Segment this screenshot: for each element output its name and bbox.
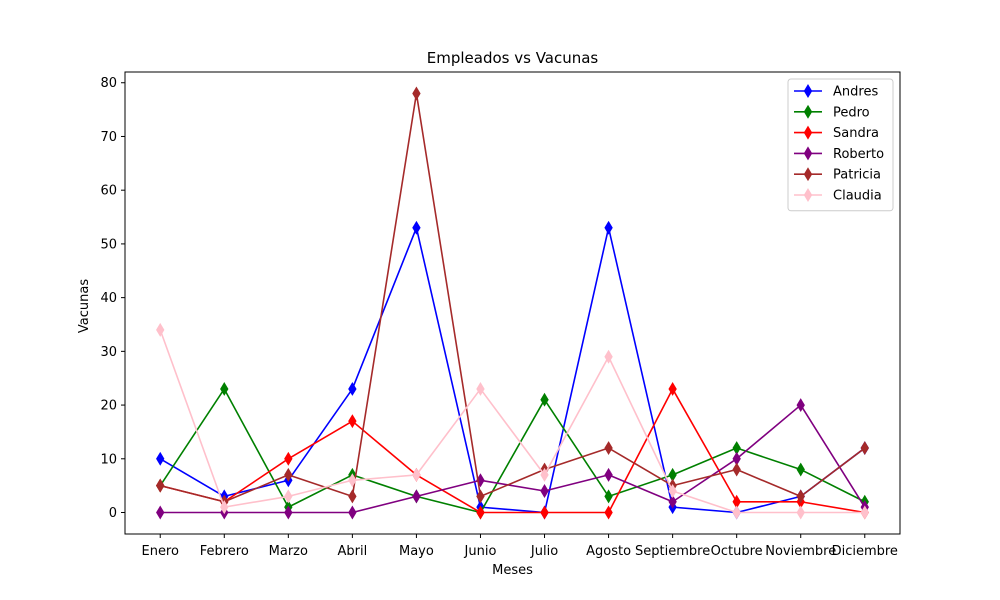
data-point <box>220 381 229 396</box>
data-point <box>732 505 741 520</box>
x-tick-label: Enero <box>141 544 179 559</box>
y-tick-label: 60 <box>100 184 117 199</box>
series-layer <box>156 86 869 520</box>
axes-layer: 0 10 20 30 40 50 60 70 80 Enero Febrero Marzo Abril M… <box>100 71 901 559</box>
x-tick-label: Noviembre <box>765 544 836 559</box>
data-point <box>604 489 613 504</box>
data-point <box>284 467 293 482</box>
data-point <box>348 489 357 504</box>
y-tick-label: 50 <box>100 237 117 252</box>
legend-entry-pedro: Pedro <box>794 104 870 120</box>
data-point <box>412 489 421 504</box>
data-point <box>796 398 805 413</box>
x-tick-label: Febrero <box>200 544 249 559</box>
data-point <box>412 467 421 482</box>
data-point <box>348 505 357 520</box>
data-point <box>540 467 549 482</box>
data-point <box>604 349 613 364</box>
data-point <box>476 489 485 504</box>
data-point <box>156 322 165 337</box>
legend-entry-patricia: Patricia <box>794 167 881 183</box>
data-point <box>540 392 549 407</box>
legend-entry-andres: Andres <box>794 84 878 100</box>
data-point <box>796 505 805 520</box>
x-tick-label: Mayo <box>399 544 434 559</box>
data-point <box>284 451 293 466</box>
legend-marker <box>803 146 813 161</box>
legend-label: Claudia <box>833 189 882 204</box>
series-line-sandra <box>160 388 865 514</box>
data-point <box>796 489 805 504</box>
data-point <box>668 494 677 509</box>
series-line-roberto <box>160 404 866 514</box>
legend-entry-claudia: Claudia <box>794 188 882 204</box>
legend: Andres Pedro Sandra Roberto Patricia Claudia <box>787 78 894 212</box>
y-tick-label: 10 <box>100 452 117 467</box>
y-tick-label: 30 <box>100 345 117 360</box>
data-point <box>668 484 677 498</box>
legend-entry-sandra: Sandra <box>794 125 879 141</box>
data-point <box>348 414 357 429</box>
data-point <box>284 505 293 520</box>
legend-label: Sandra <box>833 126 879 141</box>
data-point <box>348 473 357 488</box>
data-point <box>476 381 485 396</box>
data-point <box>604 441 613 456</box>
y-tick-label: 70 <box>100 130 117 145</box>
x-tick-label: Agosto <box>586 544 631 559</box>
y-tick-label: 20 <box>100 399 117 414</box>
y-tick-label: 40 <box>100 291 117 306</box>
data-point <box>604 505 613 520</box>
series-claudia <box>156 322 869 520</box>
x-axis-label: Meses <box>492 563 533 578</box>
y-axis-label: Vacunas <box>77 279 92 333</box>
data-point <box>732 462 741 477</box>
legend-label: Andres <box>833 85 878 100</box>
data-point <box>604 467 613 482</box>
data-point <box>412 220 421 235</box>
legend-label: Patricia <box>833 168 881 183</box>
x-tick-label: Octubre <box>711 544 763 559</box>
x-tick-label: Junio <box>464 544 497 559</box>
legend-marker <box>803 104 813 119</box>
legend-entry-roberto: Roberto <box>794 146 884 162</box>
x-tick-label: Septiembre <box>635 544 710 559</box>
data-point <box>604 220 613 235</box>
data-point <box>156 478 165 493</box>
data-point <box>156 451 165 466</box>
x-tick-label: Julio <box>530 544 558 559</box>
x-tick-label: Marzo <box>269 544 308 559</box>
legend-marker <box>803 188 813 202</box>
data-point <box>796 462 805 477</box>
axes-frame <box>124 71 901 535</box>
x-tick-label: Abril <box>338 544 368 559</box>
y-tick-label: 80 <box>100 76 117 91</box>
data-point <box>284 489 293 504</box>
data-point <box>348 381 357 396</box>
data-point <box>156 505 165 520</box>
series-line-andres <box>159 226 866 514</box>
legend-marker <box>803 125 813 140</box>
x-tick-label: Diciembre <box>832 544 898 559</box>
series-line-pedro <box>159 388 866 514</box>
chart-title: Empleados vs Vacunas <box>427 49 599 67</box>
data-point <box>412 86 421 101</box>
legend-label: Roberto <box>833 147 884 162</box>
series-line-patricia <box>160 92 866 503</box>
data-point <box>668 381 677 396</box>
y-tick-label: 0 <box>109 506 117 521</box>
legend-marker <box>803 167 813 182</box>
plot-area <box>125 72 900 534</box>
data-point <box>860 505 869 520</box>
data-point <box>540 505 549 520</box>
series-line-claudia <box>159 329 865 514</box>
data-point <box>540 484 549 498</box>
data-point <box>860 441 869 456</box>
data-point <box>220 500 229 515</box>
legend-marker <box>803 84 813 98</box>
plot-background <box>125 72 900 534</box>
data-point <box>476 505 485 520</box>
legend-label: Pedro <box>833 105 870 120</box>
